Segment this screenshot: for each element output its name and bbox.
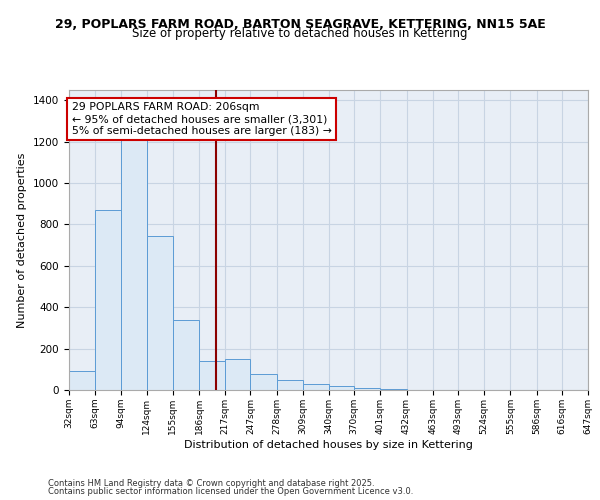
Bar [329,386,354,390]
Bar [121,123,146,390]
Text: Contains HM Land Registry data © Crown copyright and database right 2025.: Contains HM Land Registry data © Crown c… [48,478,374,488]
Text: 29 POPLARS FARM ROAD: 206sqm
← 95% of detached houses are smaller (3,301)
5% of : 29 POPLARS FARM ROAD: 206sqm ← 95% of de… [71,102,331,136]
Bar [173,320,199,390]
Bar [277,380,303,390]
Bar [95,210,121,390]
X-axis label: Distribution of detached houses by size in Kettering: Distribution of detached houses by size … [184,440,473,450]
Y-axis label: Number of detached properties: Number of detached properties [17,152,28,328]
Bar [250,374,277,390]
Bar [354,388,380,390]
Bar [380,389,407,390]
Bar [199,361,225,390]
Bar [303,384,329,390]
Text: 29, POPLARS FARM ROAD, BARTON SEAGRAVE, KETTERING, NN15 5AE: 29, POPLARS FARM ROAD, BARTON SEAGRAVE, … [55,18,545,30]
Bar [146,236,173,390]
Bar [225,359,250,390]
Text: Contains public sector information licensed under the Open Government Licence v3: Contains public sector information licen… [48,487,413,496]
Text: Size of property relative to detached houses in Kettering: Size of property relative to detached ho… [132,28,468,40]
Bar [69,372,95,390]
